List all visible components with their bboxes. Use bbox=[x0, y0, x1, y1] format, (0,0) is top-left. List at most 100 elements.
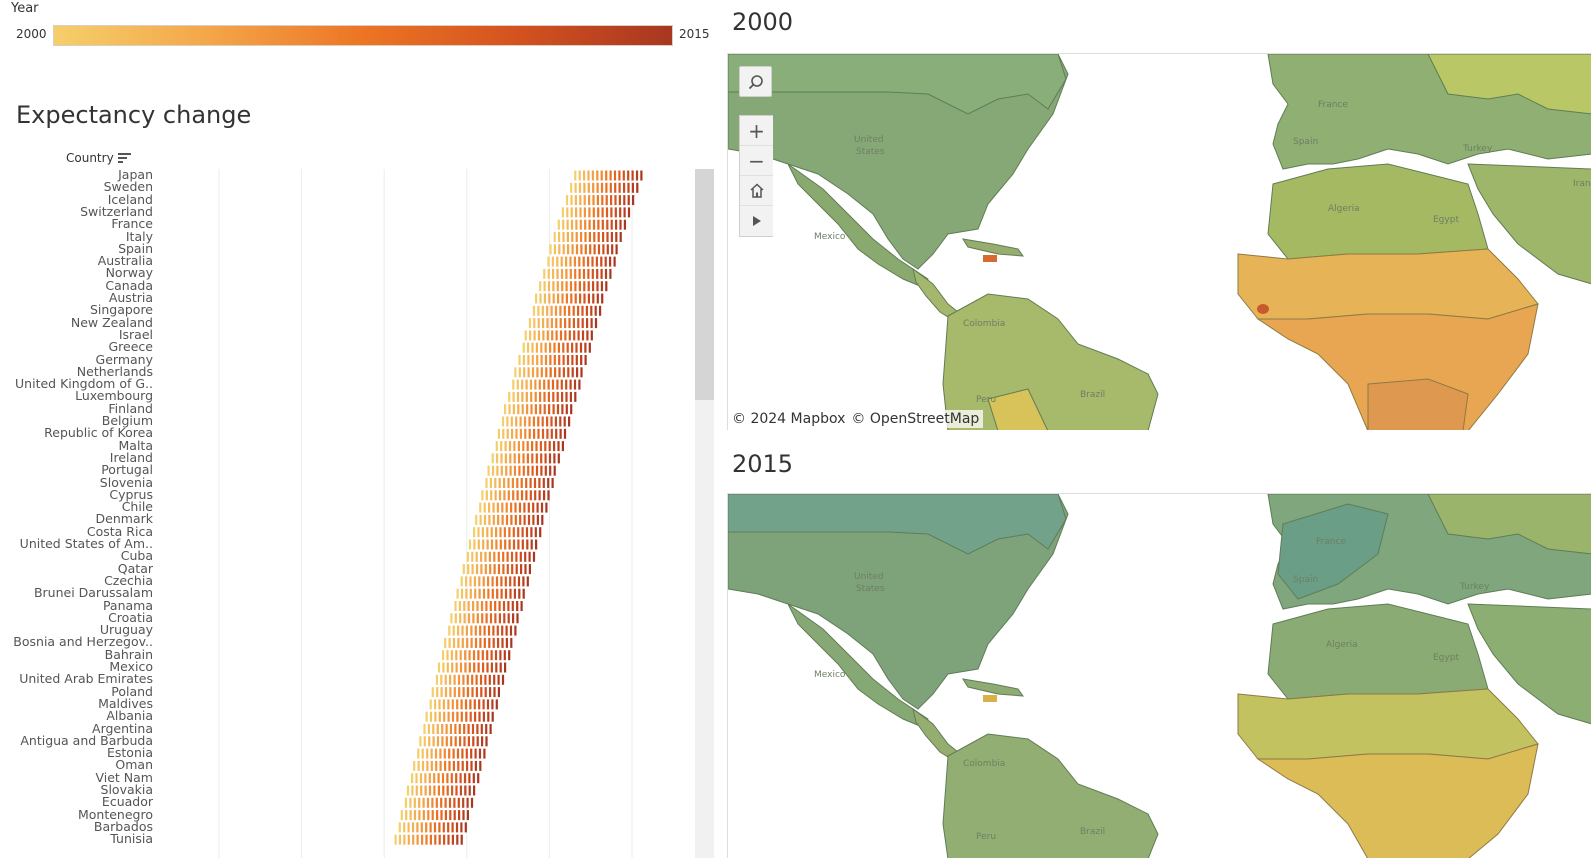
country-label[interactable]: Albania bbox=[106, 708, 153, 724]
country-label[interactable]: Belgium bbox=[101, 413, 153, 428]
year-mark bbox=[450, 650, 453, 661]
country-label[interactable]: Netherlands bbox=[76, 363, 153, 379]
year-mark bbox=[495, 576, 499, 587]
country-label[interactable]: Ecuador bbox=[101, 794, 153, 810]
country-label[interactable]: Cyprus bbox=[109, 486, 153, 502]
country-label[interactable]: United States of Am.. bbox=[19, 536, 153, 551]
year-mark bbox=[513, 441, 516, 452]
year-mark bbox=[534, 391, 537, 402]
year-mark bbox=[454, 613, 457, 624]
country-label[interactable]: Viet Nam bbox=[95, 769, 153, 785]
year-mark bbox=[496, 625, 499, 636]
year-mark bbox=[584, 355, 587, 365]
year-mark bbox=[551, 256, 554, 267]
country-label[interactable]: Malta bbox=[118, 437, 153, 453]
country-label[interactable]: Switzerland bbox=[80, 203, 153, 219]
country-label[interactable]: Italy bbox=[125, 228, 153, 244]
country-label[interactable]: Barbados bbox=[93, 818, 153, 834]
year-mark bbox=[453, 674, 456, 685]
chart-scrollbar-thumb[interactable] bbox=[695, 169, 714, 400]
country-label[interactable]: Bosnia and Herzegov.. bbox=[13, 634, 153, 650]
country-label[interactable]: Denmark bbox=[95, 511, 153, 527]
country-label[interactable]: Spain bbox=[118, 240, 153, 256]
year-mark bbox=[432, 736, 435, 747]
map-search-button[interactable] bbox=[739, 66, 772, 97]
country-label[interactable]: Norway bbox=[105, 265, 153, 281]
country-label[interactable]: Sweden bbox=[103, 179, 153, 195]
year-mark bbox=[494, 613, 497, 624]
country-label[interactable]: United Arab Emirates bbox=[19, 671, 153, 687]
year-mark bbox=[474, 625, 477, 636]
country-label[interactable]: Japan bbox=[118, 169, 153, 182]
country-label[interactable]: Australia bbox=[97, 253, 153, 269]
mapbox-attribution[interactable]: © 2024 Mapbox bbox=[732, 411, 846, 427]
country-header[interactable]: Country bbox=[66, 151, 131, 165]
country-label[interactable]: Panama bbox=[102, 597, 153, 613]
country-label[interactable]: Poland bbox=[111, 683, 153, 699]
country-label[interactable]: Tunisia bbox=[110, 831, 153, 847]
country-label[interactable]: Israel bbox=[118, 326, 153, 342]
zoom-in-button[interactable]: + bbox=[740, 116, 773, 146]
country-label[interactable]: Portugal bbox=[101, 462, 153, 478]
map-2015[interactable]: United States Mexico Colombia Brazil Per… bbox=[727, 493, 1591, 858]
year-mark bbox=[544, 465, 547, 476]
year-mark bbox=[570, 219, 574, 230]
year-mark bbox=[464, 699, 468, 710]
year-mark bbox=[501, 514, 504, 525]
year-mark bbox=[435, 797, 438, 808]
country-label[interactable]: Slovakia bbox=[100, 782, 153, 797]
country-label[interactable]: Austria bbox=[108, 290, 153, 305]
year-mark bbox=[440, 674, 443, 685]
country-label[interactable]: Bahrain bbox=[104, 646, 153, 662]
reset-view-button[interactable] bbox=[740, 176, 773, 206]
country-label[interactable]: Republic of Korea bbox=[44, 425, 153, 441]
country-label[interactable]: Czechia bbox=[104, 572, 153, 588]
year-mark bbox=[590, 305, 593, 316]
country-label[interactable]: Costa Rica bbox=[86, 523, 153, 539]
country-label[interactable]: Uruguay bbox=[99, 622, 153, 638]
country-label[interactable]: New Zealand bbox=[70, 314, 153, 330]
country-label[interactable]: Chile bbox=[121, 499, 153, 515]
country-label[interactable]: Greece bbox=[108, 339, 154, 355]
sort-descending-icon[interactable] bbox=[117, 152, 131, 164]
year-mark bbox=[604, 256, 607, 267]
year-mark bbox=[541, 428, 545, 439]
country-label[interactable]: Montenegro bbox=[77, 806, 153, 822]
osm-attribution[interactable]: © OpenStreetMap bbox=[851, 411, 980, 427]
country-label[interactable]: Canada bbox=[105, 277, 153, 293]
year-mark bbox=[619, 232, 622, 242]
map-2000[interactable]: United States Mexico Colombia Brazil Per… bbox=[727, 53, 1591, 430]
year-mark bbox=[526, 576, 529, 587]
country-label[interactable]: Cuba bbox=[120, 548, 153, 564]
country-label[interactable]: Luxembourg bbox=[75, 388, 153, 404]
expand-toolbar-button[interactable] bbox=[740, 206, 773, 236]
country-label[interactable]: Germany bbox=[95, 351, 153, 367]
year-mark bbox=[464, 822, 467, 833]
country-label[interactable]: Croatia bbox=[108, 609, 153, 625]
country-label[interactable]: United Kingdom of G.. bbox=[15, 376, 153, 392]
country-label[interactable]: Maldives bbox=[98, 695, 153, 711]
country-label[interactable]: France bbox=[111, 216, 153, 232]
year-mark bbox=[448, 797, 452, 808]
year-mark bbox=[433, 773, 436, 784]
country-label[interactable]: Antigua and Barbuda bbox=[20, 732, 153, 748]
zoom-out-button[interactable]: − bbox=[740, 146, 773, 176]
map-attribution: © 2024 Mapbox © OpenStreetMap bbox=[728, 410, 984, 428]
country-label[interactable]: Argentina bbox=[92, 720, 153, 736]
country-label[interactable]: Singapore bbox=[89, 302, 153, 318]
country-label[interactable]: Estonia bbox=[106, 745, 153, 761]
year-mark bbox=[551, 330, 554, 341]
year-mark bbox=[536, 502, 539, 513]
country-label[interactable]: Ireland bbox=[109, 449, 153, 465]
year-mark bbox=[479, 514, 482, 525]
year-mark bbox=[400, 810, 403, 821]
country-label[interactable]: Oman bbox=[115, 757, 153, 773]
country-label[interactable]: Finland bbox=[108, 400, 153, 416]
country-label[interactable]: Mexico bbox=[109, 659, 153, 674]
country-label[interactable]: Iceland bbox=[107, 191, 153, 207]
country-label[interactable]: Qatar bbox=[117, 560, 153, 576]
country-label[interactable]: Slovenia bbox=[99, 474, 153, 490]
year-mark bbox=[509, 465, 512, 476]
country-label[interactable]: Brunei Darussalam bbox=[33, 585, 153, 601]
year-mark bbox=[515, 564, 518, 575]
